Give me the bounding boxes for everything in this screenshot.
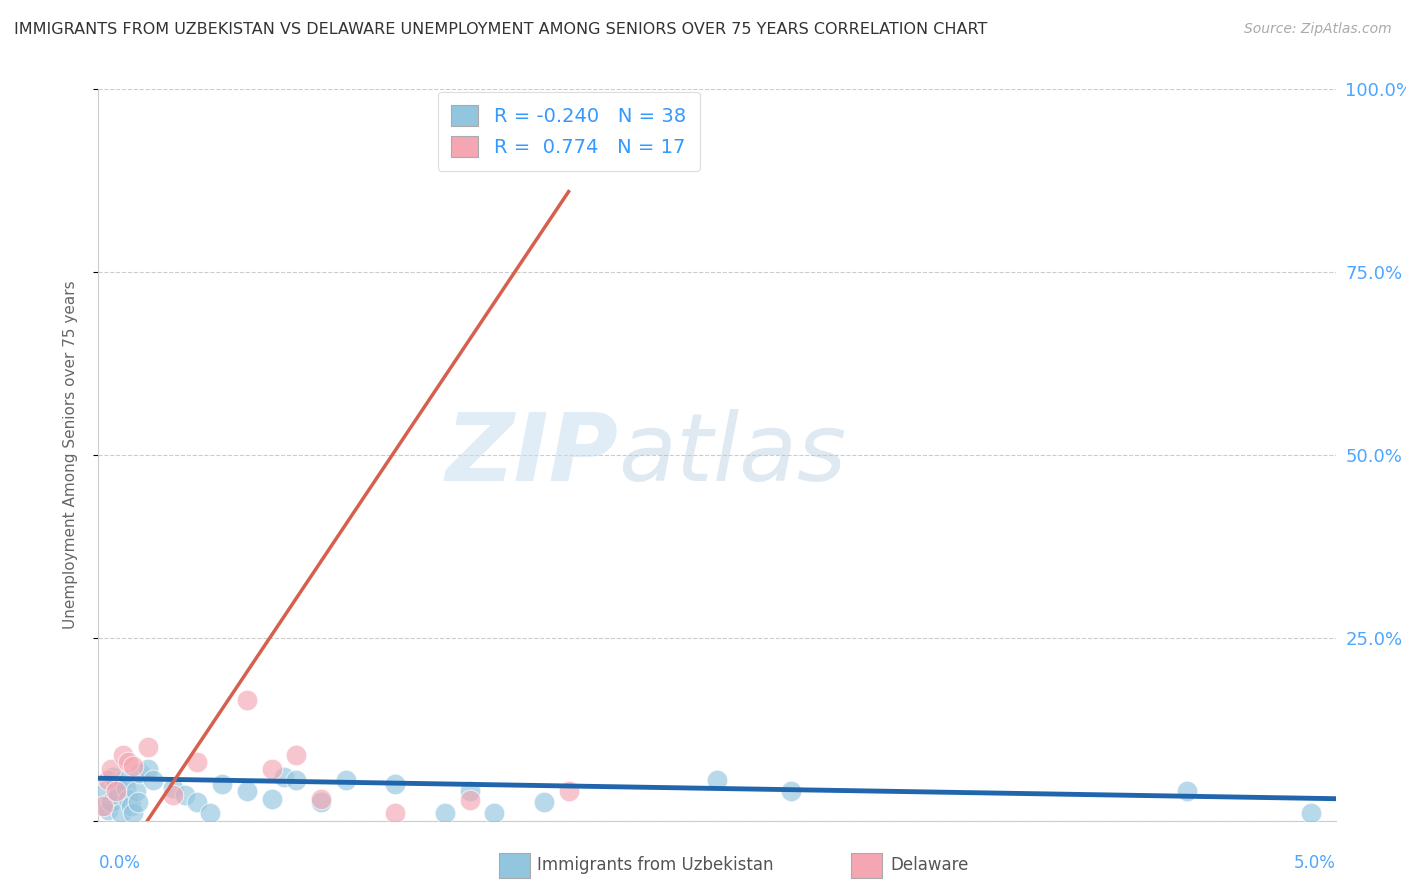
- Point: [484, 806, 506, 821]
- Point: [120, 799, 142, 814]
- Point: [100, 763, 122, 777]
- Point: [97, 773, 120, 788]
- Point: [533, 796, 555, 810]
- Point: [260, 763, 283, 777]
- Point: [186, 755, 208, 769]
- Point: [458, 793, 481, 807]
- Point: [124, 784, 146, 798]
- Point: [107, 788, 129, 802]
- Point: [93, 799, 115, 814]
- Point: [260, 791, 283, 805]
- Point: [97, 803, 120, 817]
- Point: [136, 740, 159, 755]
- Y-axis label: Unemployment Among Seniors over 75 years: Unemployment Among Seniors over 75 years: [63, 281, 77, 629]
- Point: [162, 788, 184, 802]
- Point: [1175, 784, 1198, 798]
- Point: [285, 773, 308, 788]
- Point: [557, 784, 579, 798]
- Point: [93, 799, 115, 814]
- Point: [104, 777, 127, 791]
- Point: [433, 806, 456, 821]
- Point: [142, 773, 165, 788]
- Text: ZIP: ZIP: [446, 409, 619, 501]
- Point: [273, 770, 295, 784]
- Text: atlas: atlas: [619, 409, 846, 500]
- Point: [285, 747, 308, 762]
- Point: [384, 806, 406, 821]
- Point: [174, 788, 197, 802]
- Text: Delaware: Delaware: [890, 856, 969, 874]
- Point: [458, 784, 481, 798]
- Point: [114, 780, 136, 795]
- Point: [309, 796, 332, 810]
- Point: [384, 777, 406, 791]
- Point: [117, 755, 139, 769]
- Point: [129, 766, 152, 780]
- Text: Source: ZipAtlas.com: Source: ZipAtlas.com: [1244, 22, 1392, 37]
- Point: [112, 773, 135, 788]
- Point: [1299, 806, 1322, 821]
- Point: [122, 758, 145, 772]
- Point: [112, 747, 135, 762]
- Text: 5.0%: 5.0%: [1294, 854, 1336, 871]
- Point: [103, 770, 125, 784]
- Point: [236, 784, 259, 798]
- Point: [198, 806, 221, 821]
- Point: [117, 791, 139, 805]
- Point: [122, 806, 145, 821]
- Point: [186, 796, 208, 810]
- Text: Immigrants from Uzbekistan: Immigrants from Uzbekistan: [537, 856, 773, 874]
- Text: 0.0%: 0.0%: [98, 854, 141, 871]
- Point: [236, 693, 259, 707]
- Point: [94, 784, 117, 798]
- Point: [110, 806, 132, 821]
- Legend: R = -0.240   N = 38, R =  0.774   N = 17: R = -0.240 N = 38, R = 0.774 N = 17: [437, 92, 700, 171]
- Point: [706, 773, 728, 788]
- Point: [335, 773, 357, 788]
- Point: [100, 796, 122, 810]
- Point: [162, 780, 184, 795]
- Point: [127, 796, 149, 810]
- Point: [309, 791, 332, 805]
- Point: [136, 763, 159, 777]
- Point: [104, 784, 127, 798]
- Point: [211, 777, 233, 791]
- Text: IMMIGRANTS FROM UZBEKISTAN VS DELAWARE UNEMPLOYMENT AMONG SENIORS OVER 75 YEARS : IMMIGRANTS FROM UZBEKISTAN VS DELAWARE U…: [14, 22, 987, 37]
- Point: [780, 784, 803, 798]
